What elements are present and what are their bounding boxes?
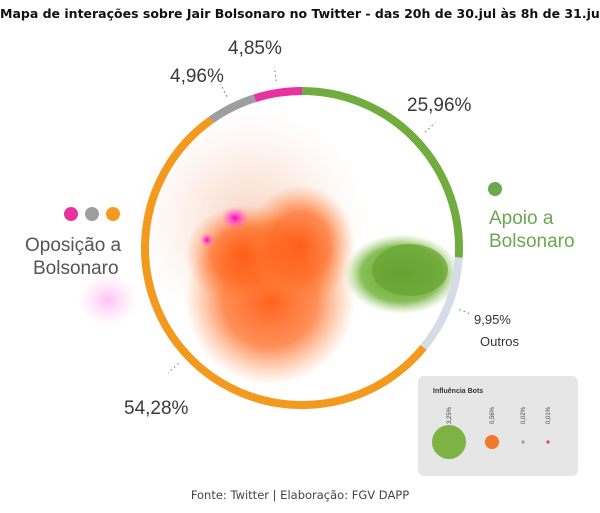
pie-ring [141,87,463,409]
leader-line-1 [459,309,473,316]
pie-label-3: 4,96% [170,66,224,87]
pie-slice-2 [141,116,427,409]
pie-slice-0 [301,87,463,258]
bots-value-0: 3,25% [447,406,453,424]
legend-dot-pink [64,207,78,221]
pie-label-2: 54,28% [124,398,189,419]
pie-slice-1 [420,257,463,350]
opposition-legend: Oposição a Bolsonaro [25,207,122,279]
pie-label-4: 4,85% [228,38,282,59]
pie-slice-4 [253,87,303,103]
leader-line-2 [167,362,179,374]
opposition-label-line1: Oposição a [25,235,122,256]
bots-title: Influência Bots [433,388,483,395]
pie-labels: 25,96% 9,95% 54,28% 4,96%4,85% [124,38,511,419]
others-label: Outros [480,334,520,349]
bots-influence-box: Influência Bots 3,25% 0,56% 0,02% 0,01% [418,376,578,476]
pie-label-0: 25,96% [407,95,472,116]
support-label-line1: Apoio a [489,208,554,229]
support-label-line2: Bolsonaro [489,231,575,252]
bots-value-1: 0,56% [490,406,496,424]
legend-dot-orange [106,207,120,221]
bots-value-3: 0,01% [546,406,552,424]
network-cloud [78,110,460,385]
pie-label-1: 9,95% [474,312,511,327]
chart-title: Mapa de interações sobre Jair Bolsonaro … [0,6,600,21]
bots-bubble-2 [521,440,525,444]
support-legend: Apoio a Bolsonaro [488,182,575,252]
pie-slice-3 [208,94,257,124]
opposition-label-line2: Bolsonaro [33,258,119,279]
bots-bubble-3 [546,440,550,444]
bots-bubble-1 [484,434,500,450]
bots-bubble-0 [432,425,466,459]
legend-dot-gray [85,207,99,221]
bots-value-2: 0,02% [521,406,527,424]
legend-dot-green [488,182,502,196]
leader-line-4 [273,67,277,82]
source-note: Fonte: Twitter | Elaboração: FGV DAPP [190,488,410,502]
leader-line-0 [424,122,436,133]
